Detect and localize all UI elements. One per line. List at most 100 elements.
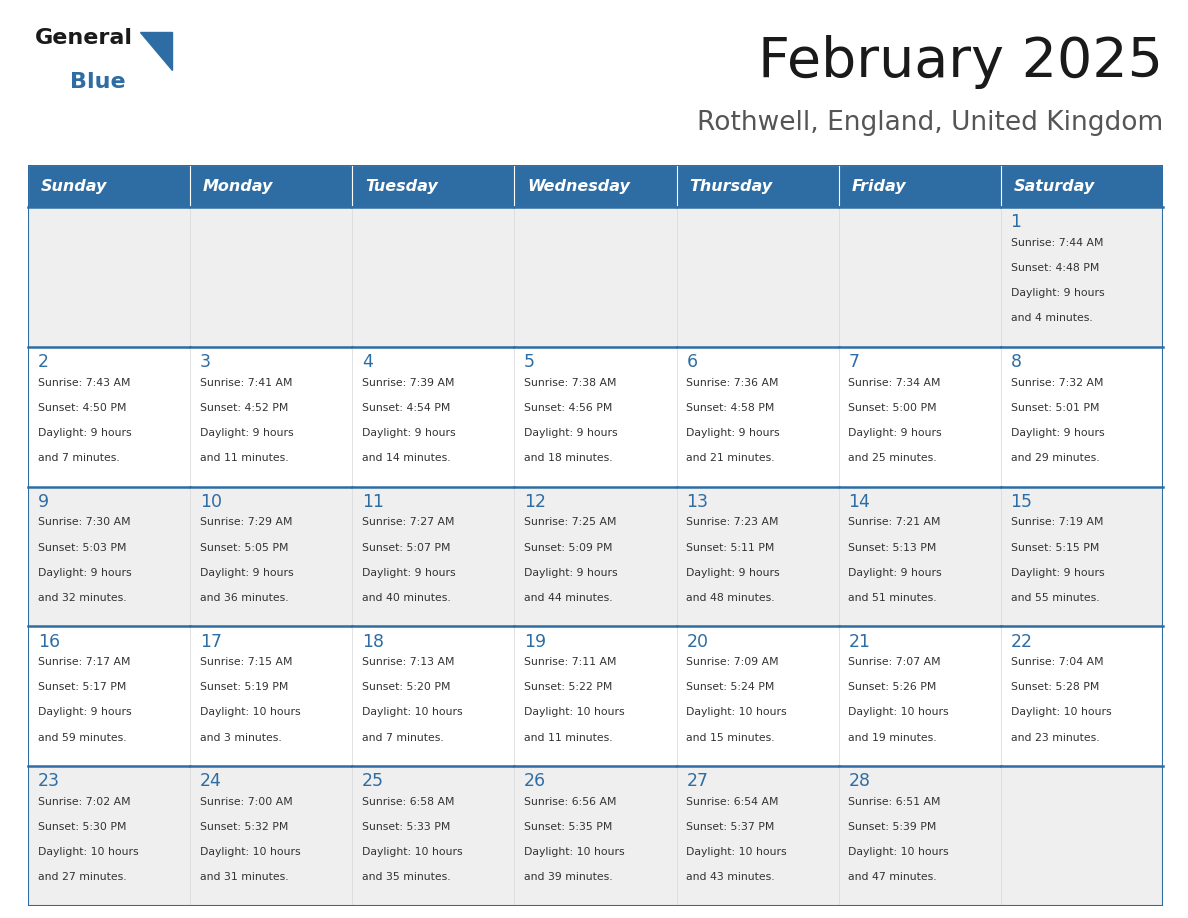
- FancyBboxPatch shape: [677, 347, 839, 487]
- Text: and 15 minutes.: and 15 minutes.: [687, 733, 775, 743]
- Text: Daylight: 9 hours: Daylight: 9 hours: [362, 567, 456, 577]
- Text: Sunset: 4:52 PM: Sunset: 4:52 PM: [200, 403, 289, 413]
- Text: Sunset: 4:56 PM: Sunset: 4:56 PM: [524, 403, 613, 413]
- Text: Sunset: 5:32 PM: Sunset: 5:32 PM: [200, 823, 289, 832]
- Text: Sunset: 5:33 PM: Sunset: 5:33 PM: [362, 823, 450, 832]
- Text: Daylight: 9 hours: Daylight: 9 hours: [200, 567, 293, 577]
- Text: Daylight: 10 hours: Daylight: 10 hours: [200, 847, 301, 857]
- FancyBboxPatch shape: [677, 767, 839, 906]
- Text: Sunrise: 7:43 AM: Sunrise: 7:43 AM: [38, 377, 131, 387]
- Text: 18: 18: [362, 633, 384, 651]
- Text: Daylight: 9 hours: Daylight: 9 hours: [38, 567, 132, 577]
- Text: Sunrise: 7:17 AM: Sunrise: 7:17 AM: [38, 657, 131, 667]
- Text: Sunrise: 6:54 AM: Sunrise: 6:54 AM: [687, 797, 779, 807]
- Text: Sunset: 5:09 PM: Sunset: 5:09 PM: [524, 543, 613, 553]
- FancyBboxPatch shape: [1000, 347, 1163, 487]
- Text: and 19 minutes.: and 19 minutes.: [848, 733, 937, 743]
- FancyBboxPatch shape: [190, 626, 353, 767]
- Text: Sunrise: 6:51 AM: Sunrise: 6:51 AM: [848, 797, 941, 807]
- FancyBboxPatch shape: [353, 487, 514, 626]
- Text: and 18 minutes.: and 18 minutes.: [524, 453, 613, 463]
- FancyBboxPatch shape: [1000, 626, 1163, 767]
- Text: Sunset: 5:03 PM: Sunset: 5:03 PM: [38, 543, 126, 553]
- Text: Sunrise: 7:44 AM: Sunrise: 7:44 AM: [1011, 238, 1104, 248]
- Text: 11: 11: [362, 493, 384, 511]
- Text: 27: 27: [687, 772, 708, 790]
- Text: Daylight: 10 hours: Daylight: 10 hours: [848, 708, 949, 718]
- Text: and 47 minutes.: and 47 minutes.: [848, 872, 937, 882]
- FancyBboxPatch shape: [29, 165, 190, 207]
- FancyBboxPatch shape: [29, 207, 190, 347]
- Text: Sunset: 5:39 PM: Sunset: 5:39 PM: [848, 823, 937, 832]
- Text: 12: 12: [524, 493, 546, 511]
- Text: Daylight: 9 hours: Daylight: 9 hours: [1011, 288, 1104, 298]
- Text: Daylight: 10 hours: Daylight: 10 hours: [687, 708, 786, 718]
- Text: Sunset: 5:17 PM: Sunset: 5:17 PM: [38, 682, 126, 692]
- Text: Sunrise: 7:30 AM: Sunrise: 7:30 AM: [38, 518, 131, 527]
- Text: Daylight: 9 hours: Daylight: 9 hours: [1011, 428, 1104, 438]
- Text: Sunset: 5:28 PM: Sunset: 5:28 PM: [1011, 682, 1099, 692]
- Text: and 11 minutes.: and 11 minutes.: [524, 733, 613, 743]
- Text: Sunset: 5:05 PM: Sunset: 5:05 PM: [200, 543, 289, 553]
- Text: and 55 minutes.: and 55 minutes.: [1011, 593, 1099, 603]
- Text: Sunrise: 7:19 AM: Sunrise: 7:19 AM: [1011, 518, 1104, 527]
- Text: 7: 7: [848, 353, 859, 371]
- FancyBboxPatch shape: [190, 767, 353, 906]
- Text: Sunrise: 7:00 AM: Sunrise: 7:00 AM: [200, 797, 292, 807]
- Text: Sunset: 4:50 PM: Sunset: 4:50 PM: [38, 403, 126, 413]
- FancyBboxPatch shape: [29, 347, 190, 487]
- FancyBboxPatch shape: [677, 207, 839, 347]
- Text: and 14 minutes.: and 14 minutes.: [362, 453, 450, 463]
- Text: Daylight: 10 hours: Daylight: 10 hours: [200, 708, 301, 718]
- FancyBboxPatch shape: [839, 347, 1000, 487]
- Text: Sunrise: 7:41 AM: Sunrise: 7:41 AM: [200, 377, 292, 387]
- FancyBboxPatch shape: [839, 487, 1000, 626]
- Text: Sunrise: 7:07 AM: Sunrise: 7:07 AM: [848, 657, 941, 667]
- Text: Sunrise: 7:11 AM: Sunrise: 7:11 AM: [524, 657, 617, 667]
- FancyBboxPatch shape: [514, 767, 677, 906]
- Text: Sunset: 5:00 PM: Sunset: 5:00 PM: [848, 403, 937, 413]
- Text: 9: 9: [38, 493, 49, 511]
- FancyBboxPatch shape: [1000, 207, 1163, 347]
- Text: Daylight: 9 hours: Daylight: 9 hours: [687, 428, 781, 438]
- Text: 2: 2: [38, 353, 49, 371]
- FancyBboxPatch shape: [839, 165, 1000, 207]
- Text: and 59 minutes.: and 59 minutes.: [38, 733, 126, 743]
- Text: 19: 19: [524, 633, 546, 651]
- Text: Sunrise: 7:09 AM: Sunrise: 7:09 AM: [687, 657, 779, 667]
- FancyBboxPatch shape: [29, 626, 190, 767]
- Text: and 39 minutes.: and 39 minutes.: [524, 872, 613, 882]
- Text: Daylight: 9 hours: Daylight: 9 hours: [362, 428, 456, 438]
- Text: Daylight: 10 hours: Daylight: 10 hours: [1011, 708, 1111, 718]
- Text: 22: 22: [1011, 633, 1032, 651]
- Text: and 11 minutes.: and 11 minutes.: [200, 453, 289, 463]
- Text: Monday: Monday: [203, 178, 273, 194]
- Text: Daylight: 9 hours: Daylight: 9 hours: [38, 708, 132, 718]
- Text: and 7 minutes.: and 7 minutes.: [38, 453, 120, 463]
- Text: 26: 26: [524, 772, 546, 790]
- Text: Sunrise: 7:38 AM: Sunrise: 7:38 AM: [524, 377, 617, 387]
- Text: Sunset: 5:11 PM: Sunset: 5:11 PM: [687, 543, 775, 553]
- Text: and 23 minutes.: and 23 minutes.: [1011, 733, 1099, 743]
- Text: Sunday: Sunday: [40, 178, 107, 194]
- Text: Sunrise: 7:36 AM: Sunrise: 7:36 AM: [687, 377, 779, 387]
- Text: Sunset: 5:13 PM: Sunset: 5:13 PM: [848, 543, 937, 553]
- FancyBboxPatch shape: [1000, 487, 1163, 626]
- Text: Sunrise: 7:23 AM: Sunrise: 7:23 AM: [687, 518, 779, 527]
- FancyBboxPatch shape: [677, 626, 839, 767]
- Text: Daylight: 10 hours: Daylight: 10 hours: [38, 847, 138, 857]
- Text: and 35 minutes.: and 35 minutes.: [362, 872, 450, 882]
- Text: 13: 13: [687, 493, 708, 511]
- Text: Friday: Friday: [852, 178, 906, 194]
- Text: and 51 minutes.: and 51 minutes.: [848, 593, 937, 603]
- Text: Daylight: 10 hours: Daylight: 10 hours: [524, 708, 625, 718]
- Text: Tuesday: Tuesday: [365, 178, 438, 194]
- FancyBboxPatch shape: [677, 487, 839, 626]
- Text: 15: 15: [1011, 493, 1032, 511]
- Text: Sunset: 4:54 PM: Sunset: 4:54 PM: [362, 403, 450, 413]
- Text: 21: 21: [848, 633, 871, 651]
- Text: 14: 14: [848, 493, 871, 511]
- Text: Sunrise: 7:34 AM: Sunrise: 7:34 AM: [848, 377, 941, 387]
- Text: Sunrise: 7:25 AM: Sunrise: 7:25 AM: [524, 518, 617, 527]
- Text: Sunset: 5:07 PM: Sunset: 5:07 PM: [362, 543, 450, 553]
